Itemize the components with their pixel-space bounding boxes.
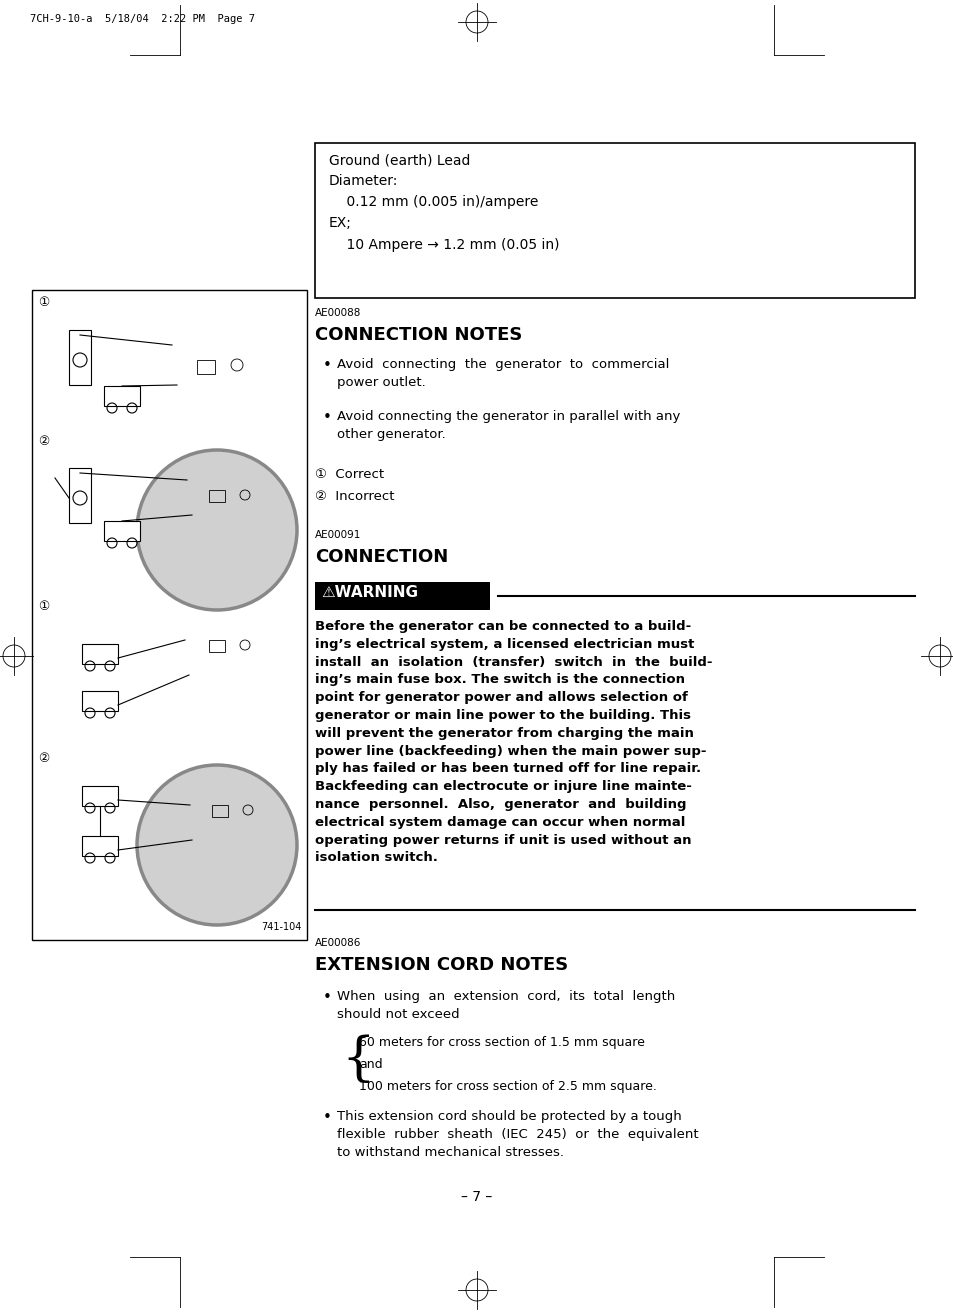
Text: AE00091: AE00091 [314,530,361,541]
Text: CONNECTION: CONNECTION [314,548,448,565]
Bar [187,475,267,544]
Text: ①: ① [38,600,50,613]
Bar [314,583,490,610]
Text: Avoid connecting the generator in parallel with any
other generator.: Avoid connecting the generator in parall… [336,409,679,441]
Bar [82,786,118,806]
Bar [212,806,228,817]
Bar [104,386,140,405]
Text: ①: ① [38,297,50,310]
Circle shape [137,765,296,925]
Bar [82,836,118,855]
Bar [209,640,225,652]
Bar [172,345,262,425]
Bar [104,521,140,541]
Text: 60 meters for cross section of 1.5 mm square: 60 meters for cross section of 1.5 mm sq… [358,1036,644,1050]
Bar [314,143,914,298]
Text: and: and [358,1057,382,1071]
Bar [32,290,307,939]
Text: 7CH-9-10-a  5/18/04  2:22 PM  Page 7: 7CH-9-10-a 5/18/04 2:22 PM Page 7 [30,14,254,24]
Text: •: • [323,409,332,425]
Text: EXTENSION CORD NOTES: EXTENSION CORD NOTES [314,956,568,974]
Text: ②  Incorrect: ② Incorrect [314,489,395,502]
Text: – 7 –: – 7 – [461,1190,492,1204]
Text: ②: ② [38,752,50,765]
Bar [190,790,270,859]
Text: Ground (earth) Lead
Diameter:
    0.12 mm (0.005 in)/ampere
EX;
    10 Ampere → : Ground (earth) Lead Diameter: 0.12 mm (0… [329,154,558,252]
Text: •: • [323,1110,332,1124]
Bar [209,489,225,502]
Text: When  using  an  extension  cord,  its  total  length
should not exceed: When using an extension cord, its total … [336,991,675,1021]
Text: Avoid  connecting  the  generator  to  commercial
power outlet.: Avoid connecting the generator to commer… [336,358,669,388]
Text: 100 meters for cross section of 2.5 mm square.: 100 meters for cross section of 2.5 mm s… [358,1080,657,1093]
Text: ②: ② [38,436,50,447]
Text: ①  Correct: ① Correct [314,468,384,482]
Text: 741-104: 741-104 [261,922,302,932]
Text: AE00086: AE00086 [314,938,361,949]
Bar [196,359,214,374]
Bar [82,691,118,711]
Bar [69,468,91,523]
Bar [82,644,118,664]
Text: •: • [323,991,332,1005]
Text: ⚠WARNING: ⚠WARNING [320,585,417,600]
Bar [69,331,91,384]
Text: {: { [340,1034,375,1085]
Text: AE00088: AE00088 [314,308,361,318]
Text: Before the generator can be connected to a build-
ing’s electrical system, a lic: Before the generator can be connected to… [314,621,712,865]
Text: •: • [323,358,332,373]
Circle shape [137,450,296,610]
Text: This extension cord should be protected by a tough
flexible  rubber  sheath  (IE: This extension cord should be protected … [336,1110,698,1158]
Bar [184,625,269,701]
Text: CONNECTION NOTES: CONNECTION NOTES [314,325,522,344]
